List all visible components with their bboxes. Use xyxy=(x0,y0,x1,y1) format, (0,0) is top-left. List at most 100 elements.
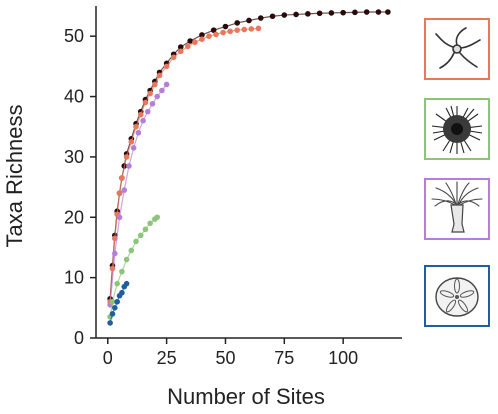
data-point xyxy=(163,63,170,70)
data-point xyxy=(142,99,149,106)
data-point xyxy=(213,31,219,38)
data-point xyxy=(210,27,217,33)
brittle-star-icon xyxy=(435,27,481,69)
data-point xyxy=(316,10,323,17)
data-point xyxy=(241,26,248,33)
data-point xyxy=(112,250,118,257)
y-tick-label: 40 xyxy=(64,87,84,107)
y-tick-label: 50 xyxy=(64,26,84,46)
series-2 xyxy=(107,81,170,308)
data-point xyxy=(246,17,252,24)
data-point xyxy=(163,81,170,88)
y-axis-title: Taxa Richness xyxy=(2,104,27,247)
data-point xyxy=(112,305,118,311)
y-tick-label: 10 xyxy=(64,268,84,288)
axes xyxy=(95,6,402,339)
data-point xyxy=(187,38,193,44)
series-1 xyxy=(107,25,262,305)
data-point xyxy=(128,139,135,145)
data-point xyxy=(206,33,212,39)
data-point xyxy=(126,163,132,169)
data-point xyxy=(149,100,156,107)
series-0 xyxy=(107,9,391,302)
data-point xyxy=(137,111,144,118)
series-line xyxy=(109,11,388,299)
data-point xyxy=(123,256,130,263)
x-axis-title: Number of Sites xyxy=(167,384,325,409)
sand-dollar-icon xyxy=(435,277,479,317)
data-point xyxy=(340,9,346,16)
legend-panel-sand-dollar xyxy=(424,265,490,327)
data-point xyxy=(222,23,229,30)
x-ticks: 0 25 50 75 100 xyxy=(103,338,358,368)
y-ticks: 0 10 20 30 40 50 xyxy=(64,26,96,348)
data-point xyxy=(248,26,255,32)
data-point xyxy=(199,36,205,42)
data-point xyxy=(281,12,288,18)
data-point xyxy=(135,129,142,136)
data-point xyxy=(147,90,153,97)
series-3 xyxy=(107,214,160,320)
legend-panel-brittle-star xyxy=(424,18,490,80)
data-point xyxy=(123,154,130,160)
data-point xyxy=(114,298,120,305)
data-point xyxy=(375,9,382,15)
data-point xyxy=(220,29,226,36)
data-point xyxy=(293,11,299,18)
data-point xyxy=(385,9,391,15)
data-point xyxy=(116,190,123,196)
data-point xyxy=(142,226,149,233)
data-point xyxy=(159,87,165,94)
y-tick-label: 20 xyxy=(64,207,84,227)
data-point xyxy=(156,72,163,79)
data-point xyxy=(109,265,116,272)
anemone-icon xyxy=(431,181,483,233)
data-point xyxy=(109,311,116,317)
data-point xyxy=(109,298,116,305)
data-point xyxy=(152,81,158,88)
data-point xyxy=(257,15,264,21)
data-point xyxy=(227,28,233,35)
data-point xyxy=(154,93,160,100)
data-point xyxy=(170,54,177,61)
data-point xyxy=(177,48,184,55)
data-point xyxy=(199,32,205,38)
data-point xyxy=(192,39,198,46)
data-point xyxy=(114,280,120,287)
data-point xyxy=(119,268,125,275)
data-point xyxy=(128,247,135,254)
data-point xyxy=(144,108,151,115)
legend-panel-sea-urchin xyxy=(424,98,490,160)
data-point xyxy=(305,11,311,17)
data-point xyxy=(255,25,262,32)
x-tick-label: 50 xyxy=(215,348,235,368)
data-point xyxy=(328,10,335,16)
data-point xyxy=(234,20,241,26)
data-point xyxy=(130,145,137,151)
data-point xyxy=(140,117,146,124)
x-tick-label: 0 xyxy=(103,348,113,368)
data-point xyxy=(119,175,125,181)
data-point xyxy=(121,187,128,193)
data-point xyxy=(147,220,153,227)
data-point xyxy=(154,214,160,221)
data-point xyxy=(363,9,370,15)
series-4 xyxy=(107,280,130,326)
data-point xyxy=(185,43,191,50)
data-point xyxy=(269,13,276,20)
data-point xyxy=(234,27,241,33)
data-point xyxy=(177,44,184,50)
legend-panel-anemone xyxy=(424,178,490,240)
data-point xyxy=(352,9,358,16)
data-point xyxy=(133,123,139,130)
x-tick-label: 75 xyxy=(274,348,294,368)
data-point xyxy=(133,238,139,245)
x-tick-label: 25 xyxy=(157,348,177,368)
series-line xyxy=(109,27,259,302)
y-tick-label: 0 xyxy=(74,328,84,348)
y-tick-label: 30 xyxy=(64,147,84,167)
data-point xyxy=(107,320,113,326)
series-layer xyxy=(107,9,391,326)
data-point xyxy=(123,280,130,287)
